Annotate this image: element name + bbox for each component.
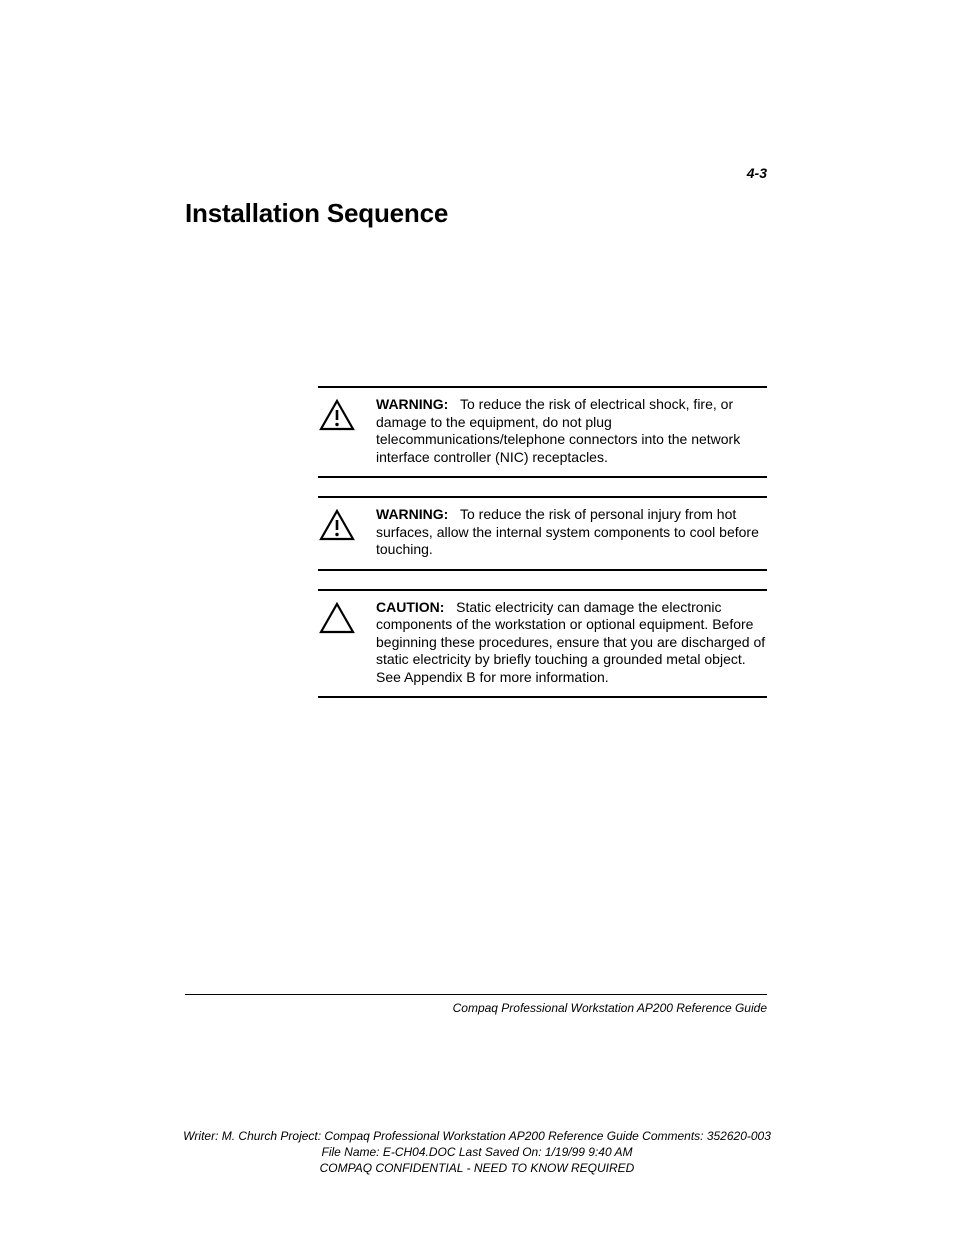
page-number: 4-3 <box>747 165 767 181</box>
footer-rule <box>185 994 767 995</box>
notice-text: WARNING: To reduce the risk of electrica… <box>376 396 767 466</box>
notice-caution: CAUTION: Static electricity can damage t… <box>318 589 767 699</box>
notice-label: CAUTION: <box>376 599 444 615</box>
section-heading: Installation Sequence <box>185 198 448 229</box>
notice-warning-2: WARNING: To reduce the risk of personal … <box>318 496 767 571</box>
notice-text: WARNING: To reduce the risk of personal … <box>376 506 767 559</box>
notices-container: WARNING: To reduce the risk of electrica… <box>318 386 767 716</box>
notice-warning-1: WARNING: To reduce the risk of electrica… <box>318 386 767 478</box>
notice-label: WARNING: <box>376 506 448 522</box>
caution-icon <box>318 599 376 640</box>
page-footer: Compaq Professional Workstation AP200 Re… <box>185 994 767 1015</box>
footer-title: Compaq Professional Workstation AP200 Re… <box>185 1001 767 1015</box>
document-meta-footer: Writer: M. Church Project: Compaq Profes… <box>0 1128 954 1177</box>
meta-line-2: File Name: E-CH04.DOC Last Saved On: 1/1… <box>0 1144 954 1160</box>
meta-line-3: COMPAQ CONFIDENTIAL - NEED TO KNOW REQUI… <box>0 1160 954 1176</box>
warning-icon <box>318 396 376 437</box>
meta-line-1: Writer: M. Church Project: Compaq Profes… <box>0 1128 954 1144</box>
warning-icon <box>318 506 376 547</box>
notice-label: WARNING: <box>376 396 448 412</box>
notice-text: CAUTION: Static electricity can damage t… <box>376 599 767 687</box>
